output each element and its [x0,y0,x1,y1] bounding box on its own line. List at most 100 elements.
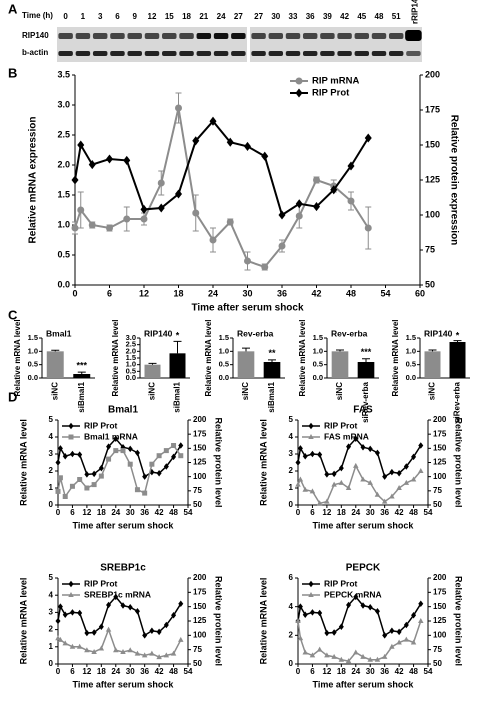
point [338,464,344,472]
x-tick-label: 54 [184,508,193,517]
error-bar [428,349,437,352]
y-tick-label: 2 [49,625,54,634]
y2-tick-label: 75 [425,244,435,254]
y2-tick-label: 175 [433,587,447,596]
x-tick-label: 0 [296,508,301,517]
point [192,209,200,217]
x-tick-label: 0 [56,508,61,517]
blot-band [354,51,370,56]
blot-band [110,33,125,39]
x-tick-label: 12 [322,508,331,517]
point [123,215,131,223]
y-tick-label: 1.0 [126,360,136,369]
y-tick-label: 6 [289,573,294,582]
y2-axis-label: Relative protein level [214,576,224,666]
y2-axis-label: Relative protein expression [448,115,459,246]
point [113,448,119,454]
y-axis-label: Relative mRNA level [13,319,22,396]
blot-control-lane: rRIP140 [411,0,420,24]
point [316,500,323,506]
point [55,617,61,625]
point [62,640,68,646]
x-tick-label: siNC [50,382,59,400]
blot-time: 45 [357,12,366,21]
panel-label: A [8,1,18,16]
chart-title: RIP140 [144,328,173,338]
y2-tick-label: 150 [193,443,207,452]
legend-label: RIP Prot [84,420,118,430]
legend-label: RIP Prot [84,578,118,588]
x-tick-label: siNC [148,382,157,400]
y2-axis-label: Relative protein level [214,417,224,507]
blot-band [179,33,194,39]
blot-band [405,30,422,41]
point [140,204,148,214]
bar [331,351,349,378]
y-tick-label: 2 [49,466,54,475]
error-bar [242,347,250,352]
error-bar [77,371,86,374]
x-tick-label: 6 [70,667,75,676]
point [418,600,424,608]
blot-band [110,51,125,56]
point [170,650,177,656]
y2-tick-label: 50 [193,659,202,668]
x-tick-label: 12 [82,508,91,517]
point [367,479,373,485]
x-tick-label: 36 [277,288,287,298]
point [346,601,352,609]
point [57,445,63,452]
x-axis-label: Time after serum shock [73,679,175,689]
point [106,601,112,609]
y2-tick-label: 175 [193,429,207,438]
point [163,463,169,470]
y-tick-label: 3.0 [57,99,70,109]
point [156,453,162,459]
blot-band [388,33,404,39]
point [317,609,323,617]
blot-band [231,33,246,39]
blot-band [371,51,387,56]
x-tick-label: 24 [351,508,360,517]
point [123,155,131,165]
point [68,434,74,440]
point [134,487,140,493]
point [106,224,113,232]
point [157,203,165,213]
blot-band [302,51,318,56]
point [295,459,301,466]
blot-band [354,33,370,39]
chart-title: Rev-erba [331,328,368,338]
y-axis-label: Relative mRNA level [258,419,268,506]
y-tick-label: 1.5 [57,189,70,199]
point [403,479,410,485]
point [347,197,355,205]
x-tick-label: 42 [155,667,164,676]
point [389,493,395,499]
x-tick-label: 0 [56,667,61,676]
point [156,470,162,477]
point [295,199,303,209]
point [403,636,410,642]
x-tick-label: 48 [346,288,356,298]
point [149,627,155,634]
blot-gel [57,27,247,62]
x-tick-label: siRev-erba [453,381,462,422]
x-tick-label: 48 [169,667,178,676]
significance: ** [268,348,276,358]
chart-title: FAS [353,405,373,416]
point [91,470,97,478]
x-tick-label: 18 [337,508,346,517]
y2-tick-label: 100 [193,472,207,481]
y2-tick-label: 150 [425,139,440,149]
point [324,498,330,504]
significance: * [176,330,180,340]
y2-tick-label: 125 [193,616,207,625]
point [308,434,314,439]
y-tick-label: 4 [289,432,294,441]
point [127,603,133,611]
point [297,476,304,482]
point [316,646,323,652]
point [418,442,424,449]
point [98,464,104,472]
